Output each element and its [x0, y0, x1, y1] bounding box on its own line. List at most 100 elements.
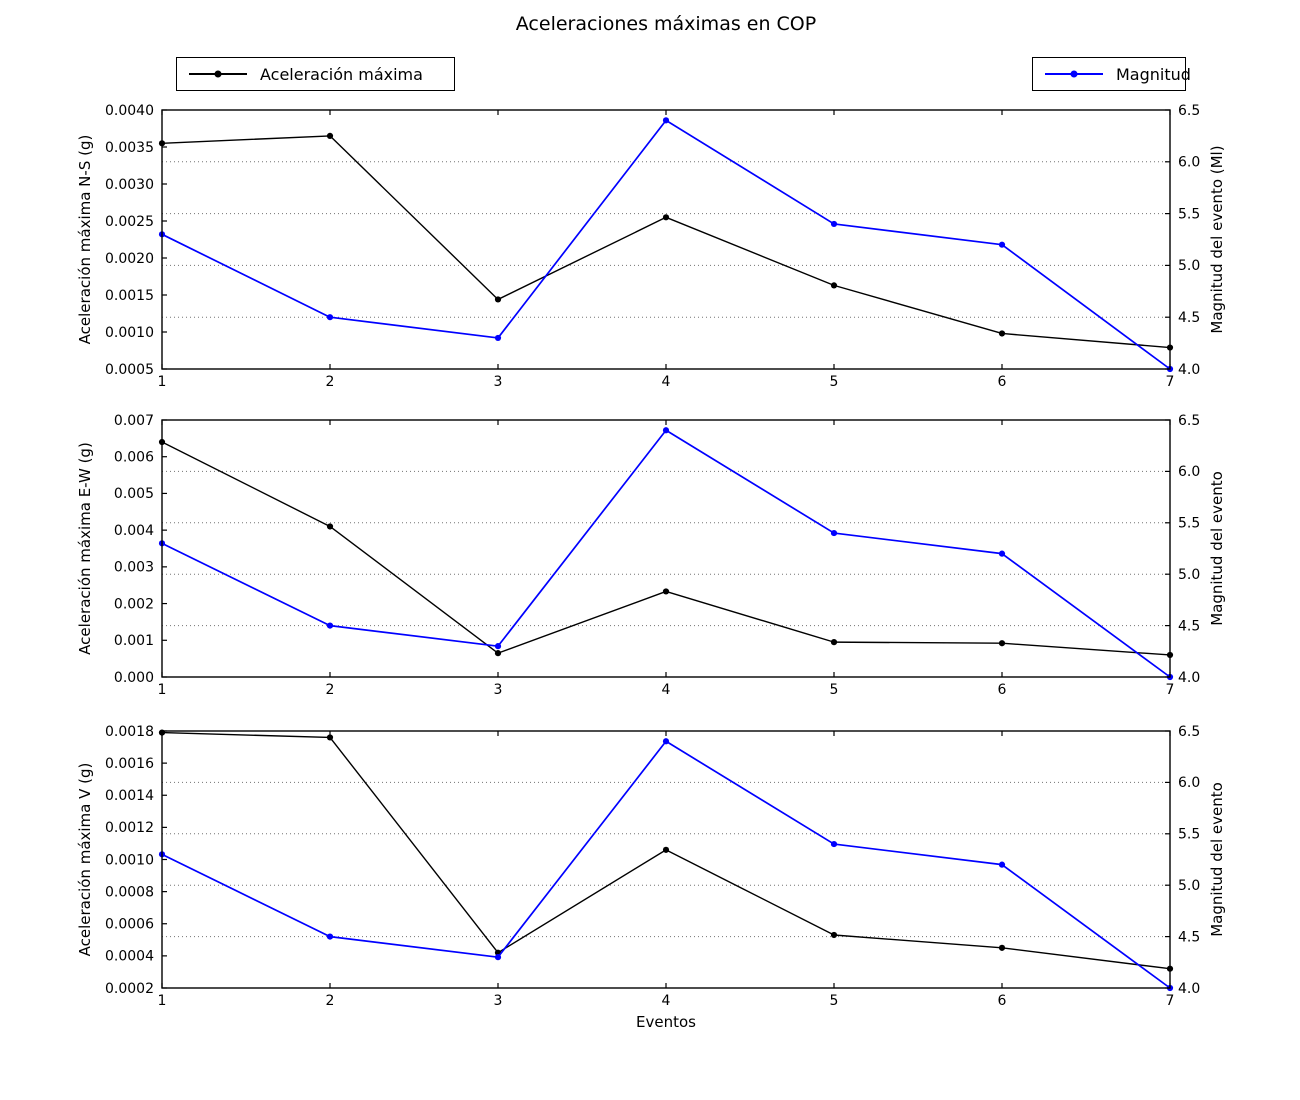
legend-label-aceleracion: Aceleración máxima [260, 64, 423, 84]
y-tick-label: 0.0018 [105, 724, 154, 740]
y2-tick-label: 6.0 [1178, 775, 1200, 791]
y-tick-label: 0.0014 [105, 788, 154, 804]
ticks [161, 109, 1171, 370]
y-tick-label: 0.002 [114, 596, 154, 612]
data-point-marker [662, 588, 670, 595]
x-tick-label: 1 [158, 682, 167, 698]
y2-tick-label: 5.5 [1178, 206, 1200, 222]
data-point-marker [662, 738, 670, 745]
series-aceleracion [158, 132, 1174, 351]
x-tick-label: 6 [998, 993, 1007, 1009]
y-tick-label: 0.0020 [105, 251, 154, 267]
data-point-marker [494, 334, 502, 342]
y2-tick-label: 4.5 [1178, 929, 1200, 945]
y-tick-label: 0.0035 [105, 140, 154, 156]
x-tick-label: 2 [326, 993, 335, 1009]
data-point-marker [662, 117, 670, 124]
y-tick-label: 0.0025 [105, 214, 154, 230]
y2-tick-label: 4.0 [1178, 362, 1200, 378]
ticks [161, 730, 1171, 989]
y-axis-label: Aceleración máxima V (g) [76, 763, 94, 957]
plot-border [161, 109, 1171, 370]
legend-magnitud: Magnitud [1032, 57, 1191, 91]
y2-tick-label: 5.5 [1178, 827, 1200, 843]
legend-aceleracion-maxima: Aceleración máxima [176, 57, 455, 91]
x-tick-label: 5 [830, 682, 839, 698]
y-tick-label: 0.0008 [105, 884, 154, 900]
y-tick-label: 0.001 [114, 633, 154, 649]
y-tick-label: 0.005 [114, 486, 154, 502]
x-tick-label: 5 [830, 374, 839, 390]
data-point-marker [830, 220, 838, 228]
data-point-marker [830, 282, 838, 289]
x-tick-label: 1 [158, 993, 167, 1009]
data-point-marker [998, 550, 1006, 557]
data-point-marker [662, 214, 670, 221]
chart-ns: 1 2 3 4 5 6 7 0.0005 0.0010 0.0015 0.0020 0.0025 0.0… [76, 103, 1226, 390]
y2-tick-label: 4.5 [1178, 310, 1200, 326]
y2-tick-label: 6.5 [1178, 103, 1200, 119]
y2-tick-label: 4.5 [1178, 618, 1200, 634]
y2-tick-label: 6.5 [1178, 413, 1200, 429]
y-tick-label: 0.0004 [105, 949, 154, 965]
y-tick-label: 0.0005 [105, 362, 154, 378]
y2-tick-label: 5.0 [1178, 878, 1200, 894]
data-point-marker [326, 734, 334, 741]
x-tick-label: 3 [494, 993, 503, 1009]
data-point-marker [998, 861, 1006, 868]
data-point-marker [494, 296, 502, 303]
y-tick-label: 0.0016 [105, 756, 154, 772]
x-tick-label: 7 [1166, 374, 1175, 390]
data-point-marker [326, 622, 334, 629]
x-tick-label: 6 [998, 374, 1007, 390]
y2-tick-label: 6.0 [1178, 155, 1200, 171]
data-point-marker [326, 314, 334, 321]
x-tick-label: 2 [326, 374, 335, 390]
data-point-marker [830, 529, 838, 537]
y2-axis-label: Magnitud del evento [1208, 471, 1226, 626]
series-line [161, 429, 1171, 678]
y2-tick-label: 6.0 [1178, 464, 1200, 480]
y-tick-label: 0.0010 [105, 325, 154, 341]
series-line [161, 740, 1171, 989]
x-tick-label: 4 [662, 374, 671, 390]
y-tick-label: 0.0030 [105, 177, 154, 193]
series-magnitud [158, 738, 1174, 992]
data-point-marker [998, 330, 1006, 337]
series-magnitud [158, 117, 1174, 373]
series-line [161, 135, 1171, 349]
y-tick-label: 0.007 [114, 413, 154, 429]
y-axis-label: Aceleración máxima E-W (g) [76, 442, 94, 655]
gridlines [162, 781, 1170, 938]
data-point-marker [494, 650, 502, 657]
chart-v: 1 2 3 4 5 6 7 0.0002 0.0004 0.0006 0.0008 0.0010 0.0… [76, 724, 1226, 1009]
ticks [161, 419, 1171, 678]
y-tick-label: 0.0010 [105, 852, 154, 868]
y2-tick-label: 4.0 [1178, 670, 1200, 686]
figure-title: Aceleraciones máximas en COP [515, 13, 817, 35]
x-tick-label: 7 [1166, 682, 1175, 698]
y2-tick-label: 5.5 [1178, 516, 1200, 532]
series-line [161, 441, 1171, 656]
data-point-marker [662, 846, 670, 853]
chart-ew: 1 2 3 4 5 6 7 0.000 0.001 0.002 0.003 0.004 0.005 0.0… [76, 413, 1226, 698]
x-tick-label: 3 [494, 682, 503, 698]
data-point-marker [998, 640, 1006, 647]
data-point-marker [494, 643, 502, 650]
series-aceleracion [158, 438, 1174, 659]
data-point-marker [830, 931, 838, 939]
y2-tick-label: 5.0 [1178, 567, 1200, 583]
y2-tick-label: 4.0 [1178, 981, 1200, 997]
data-point-marker [326, 523, 334, 530]
blue-line-marker-icon [1045, 70, 1103, 78]
y-tick-label: 0.004 [114, 523, 154, 539]
black-line-marker-icon [189, 70, 247, 78]
data-point-marker [326, 132, 334, 139]
marker-dot-icon [1070, 70, 1078, 78]
data-point-marker [830, 639, 838, 646]
data-point-marker [830, 840, 838, 848]
x-tick-label: 5 [830, 993, 839, 1009]
y-tick-label: 0.0012 [105, 820, 154, 836]
